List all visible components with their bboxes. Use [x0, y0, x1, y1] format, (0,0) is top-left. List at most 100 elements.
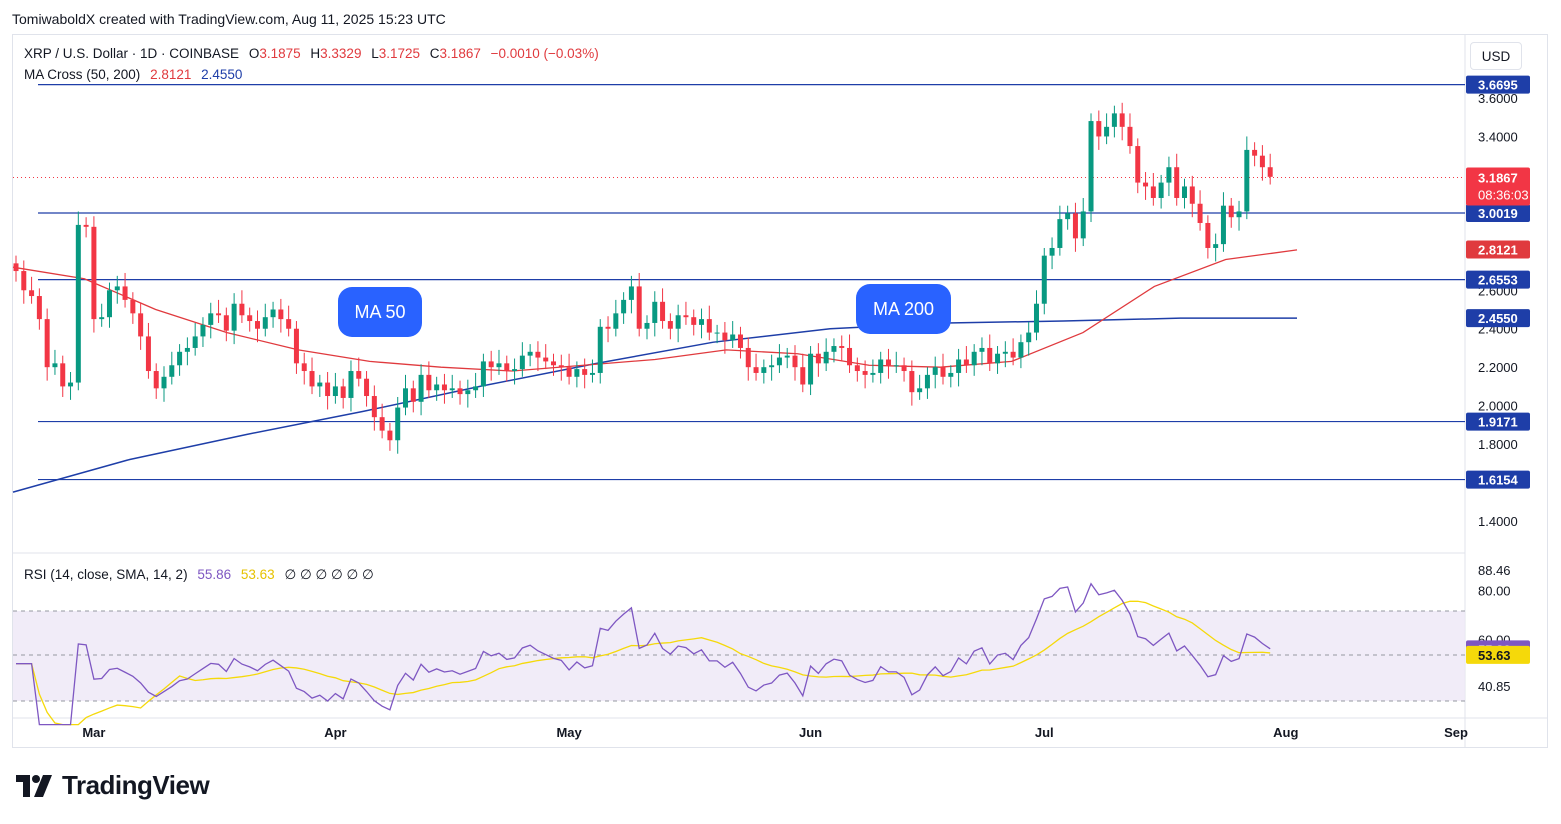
candle: [262, 317, 268, 329]
candle: [589, 372, 595, 375]
tradingview-wordmark: TradingView: [62, 770, 210, 800]
candle: [418, 374, 424, 402]
rsi-extra-values: ∅ ∅ ∅ ∅ ∅ ∅: [284, 567, 374, 582]
candle: [387, 430, 393, 441]
ma200-price-label-box: [1466, 309, 1530, 328]
time-tick-label: Jun: [799, 725, 822, 740]
time-tick-label: Mar: [82, 725, 105, 740]
rsi-band: [13, 611, 1465, 701]
candle: [519, 355, 525, 370]
candle: [68, 382, 74, 387]
candle: [815, 353, 821, 364]
candle: [356, 371, 362, 379]
level-price-label-box: [1466, 203, 1530, 222]
candle: [1143, 182, 1149, 187]
candle: [1244, 149, 1250, 212]
candle: [901, 365, 907, 372]
symbol-legend[interactable]: XRP / U.S. Dollar · 1D · COINBASE O3.187…: [24, 46, 599, 61]
candle: [574, 369, 580, 377]
candle: [636, 286, 642, 329]
ma-legend[interactable]: MA Cross (50, 200) 2.8121 2.4550: [24, 67, 242, 82]
candle: [441, 384, 447, 391]
candle: [29, 290, 35, 297]
candle: [106, 290, 112, 318]
symbol-name: XRP / U.S. Dollar · 1D · COINBASE: [24, 46, 240, 61]
candle: [628, 286, 634, 300]
chart-credit: TomiwaboldX created with TradingView.com…: [12, 11, 446, 27]
candle: [270, 309, 276, 318]
price-tick-label: 1.8000: [1478, 437, 1518, 452]
last-price-box: [1466, 167, 1530, 206]
candle: [776, 357, 782, 366]
level-price-label: 1.6154: [1478, 473, 1519, 488]
candle: [893, 365, 899, 367]
candle: [558, 365, 564, 368]
candle: [1220, 205, 1226, 245]
level-price-label: 1.9171: [1478, 415, 1518, 430]
candle: [621, 299, 627, 314]
last-price-label: 3.1867: [1478, 170, 1518, 185]
candle: [1033, 303, 1039, 333]
candle: [745, 347, 751, 368]
candle: [512, 369, 518, 372]
candle: [1158, 182, 1164, 198]
rsi-label: RSI (14, close, SMA, 14, 2): [24, 567, 188, 582]
candle: [582, 369, 588, 375]
candle: [465, 390, 471, 395]
candle: [364, 378, 370, 397]
candle: [675, 315, 681, 329]
countdown-label: 08:36:03: [1478, 187, 1529, 202]
high-value: 3.3329: [320, 46, 362, 61]
candle: [504, 363, 510, 372]
ma200-bubble: MA 200: [856, 284, 951, 334]
candle: [254, 321, 260, 329]
price-tick-label: 2.0000: [1478, 399, 1518, 414]
candle: [1111, 113, 1117, 127]
tradingview-logo[interactable]: TradingView: [16, 770, 210, 801]
candle: [1252, 149, 1258, 156]
ma200-price-label: 2.4550: [1478, 311, 1518, 326]
close-label: C: [429, 46, 440, 61]
candle: [543, 357, 549, 362]
ma-cross-label: MA Cross (50, 200): [24, 67, 141, 82]
candle: [1213, 244, 1219, 248]
candle: [800, 367, 806, 385]
candle: [488, 361, 494, 368]
ma200-value: 2.4550: [201, 67, 243, 82]
rsi-legend[interactable]: RSI (14, close, SMA, 14, 2) 55.86 53.63 …: [24, 567, 374, 583]
candle: [332, 386, 338, 397]
candle: [293, 328, 299, 364]
candle: [737, 334, 743, 348]
candle: [1057, 219, 1063, 248]
candle: [1104, 126, 1110, 137]
candle: [714, 332, 720, 334]
open-value: 3.1875: [259, 46, 301, 61]
candle: [909, 371, 915, 393]
candle: [862, 371, 868, 375]
candle: [667, 321, 673, 329]
rsi-sma-value: 53.63: [240, 567, 275, 582]
price-tick-label: 1.4000: [1478, 514, 1518, 529]
currency-button[interactable]: USD: [1470, 42, 1522, 70]
rsi-tick-label: 88.46: [1478, 563, 1511, 578]
rsi-tick-label: 80.00: [1478, 584, 1511, 599]
candle: [1080, 211, 1086, 239]
candle: [1236, 211, 1242, 218]
candle: [722, 332, 728, 341]
level-price-label: 3.0019: [1478, 206, 1518, 221]
candle: [792, 355, 798, 368]
candle: [1096, 121, 1102, 137]
candle: [761, 367, 767, 373]
candle: [730, 334, 736, 341]
candle: [44, 319, 50, 368]
candle: [473, 386, 479, 391]
rsi-sma-last-label-box: [1466, 645, 1530, 664]
candle: [309, 371, 315, 387]
time-tick-label: May: [556, 725, 582, 740]
price-tick-label: 3.4000: [1478, 129, 1518, 144]
candle: [956, 359, 962, 373]
candle: [753, 367, 759, 373]
candle: [987, 347, 993, 364]
candle: [286, 319, 292, 329]
